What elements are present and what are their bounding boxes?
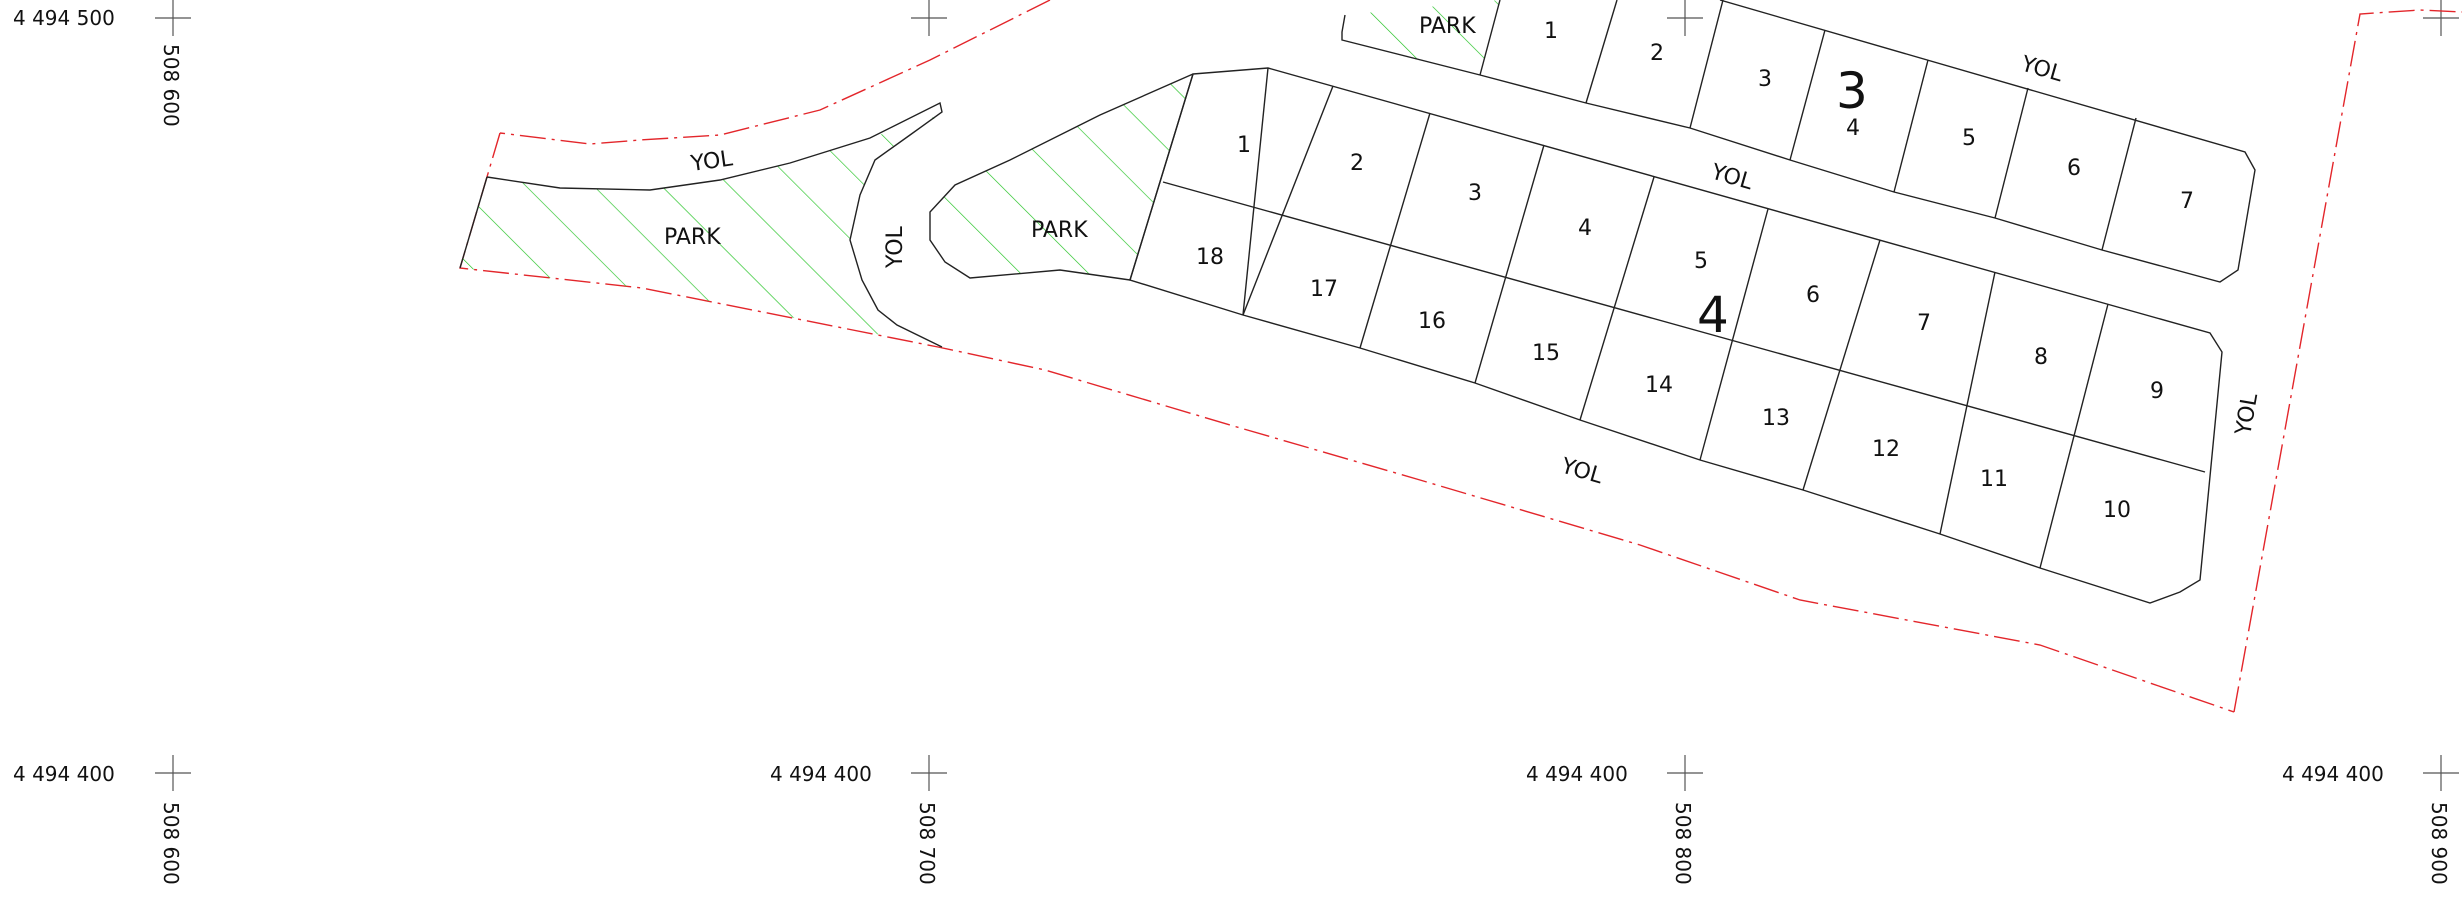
parcel-number: 7	[2180, 189, 2194, 214]
grid-col-label: 508 700	[915, 802, 939, 885]
parcel-number: 10	[2103, 498, 2131, 523]
parcel-number: 16	[1418, 309, 1446, 334]
park-top	[1341, 0, 1500, 76]
grid-row-label-top: 4 494 500	[13, 6, 115, 30]
block-3	[1479, 0, 2256, 283]
grid-row-label: 4 494 400	[13, 762, 115, 786]
park-label: PARK	[1419, 14, 1476, 39]
parcel-number: 5	[1962, 126, 1976, 151]
grid-cross-icon	[2423, 0, 2459, 36]
block-number: 4	[1697, 286, 1729, 344]
grid-col-label: 508 900	[2427, 802, 2451, 885]
parcel-number: 6	[2067, 156, 2081, 181]
parcel-number: 3	[1468, 181, 1482, 206]
parcel-number: 15	[1532, 341, 1560, 366]
parcel-number: 1	[1544, 19, 1558, 44]
block-number: 3	[1836, 62, 1868, 120]
park-label: PARK	[664, 225, 721, 250]
road-label: YOL	[2231, 391, 2263, 438]
parcel-number: 6	[1806, 283, 1820, 308]
grid-cross-icon	[1667, 755, 1703, 791]
parcel-number: 12	[1872, 437, 1900, 462]
park-label: PARK	[1031, 218, 1088, 243]
grid-cross-icon	[1667, 0, 1703, 36]
parcel-number: 17	[1310, 277, 1338, 302]
parcel-number: 4	[1846, 116, 1860, 141]
road-label: YOL	[2017, 51, 2066, 87]
grid-cross-icon	[911, 0, 947, 36]
parcel-number: 13	[1762, 406, 1790, 431]
grid-col-label-top: 508 600	[159, 44, 183, 127]
road-label: YOL	[688, 146, 735, 177]
parcel-number: 14	[1645, 373, 1673, 398]
grid-col-label: 508 600	[159, 802, 183, 885]
parcel-number: 1	[1237, 133, 1251, 158]
grid-row-label: 4 494 400	[2282, 762, 2384, 786]
grid-cross-icon	[2423, 755, 2459, 791]
parcel-number: 9	[2150, 379, 2164, 404]
parcel-number: 3	[1758, 67, 1772, 92]
grid-row-label: 4 494 400	[1526, 762, 1628, 786]
parcel-number: 11	[1980, 467, 2008, 492]
grid-row-label: 4 494 400	[770, 762, 872, 786]
grid-cross-icon	[155, 0, 191, 36]
road-label: YOL	[1557, 453, 1606, 489]
block-4	[1129, 67, 2223, 604]
parcel-number: 2	[1350, 151, 1364, 176]
parcel-number: 5	[1694, 249, 1708, 274]
parcel-number: 2	[1650, 41, 1664, 66]
parcel-number: 4	[1578, 216, 1592, 241]
grid-cross-icon	[911, 755, 947, 791]
parcel-number: 8	[2034, 345, 2048, 370]
parcel-number: 7	[1917, 311, 1931, 336]
road-label: YOL	[883, 225, 908, 269]
grid-cross-icon	[155, 755, 191, 791]
park-middle	[929, 73, 1194, 281]
grid-crosses	[155, 0, 2459, 791]
road-label: YOL	[1707, 159, 1756, 195]
parcel-number: 18	[1196, 245, 1224, 270]
plan-boundary	[459, 0, 2462, 713]
grid-col-label: 508 800	[1671, 802, 1695, 885]
park-left	[459, 101, 943, 348]
